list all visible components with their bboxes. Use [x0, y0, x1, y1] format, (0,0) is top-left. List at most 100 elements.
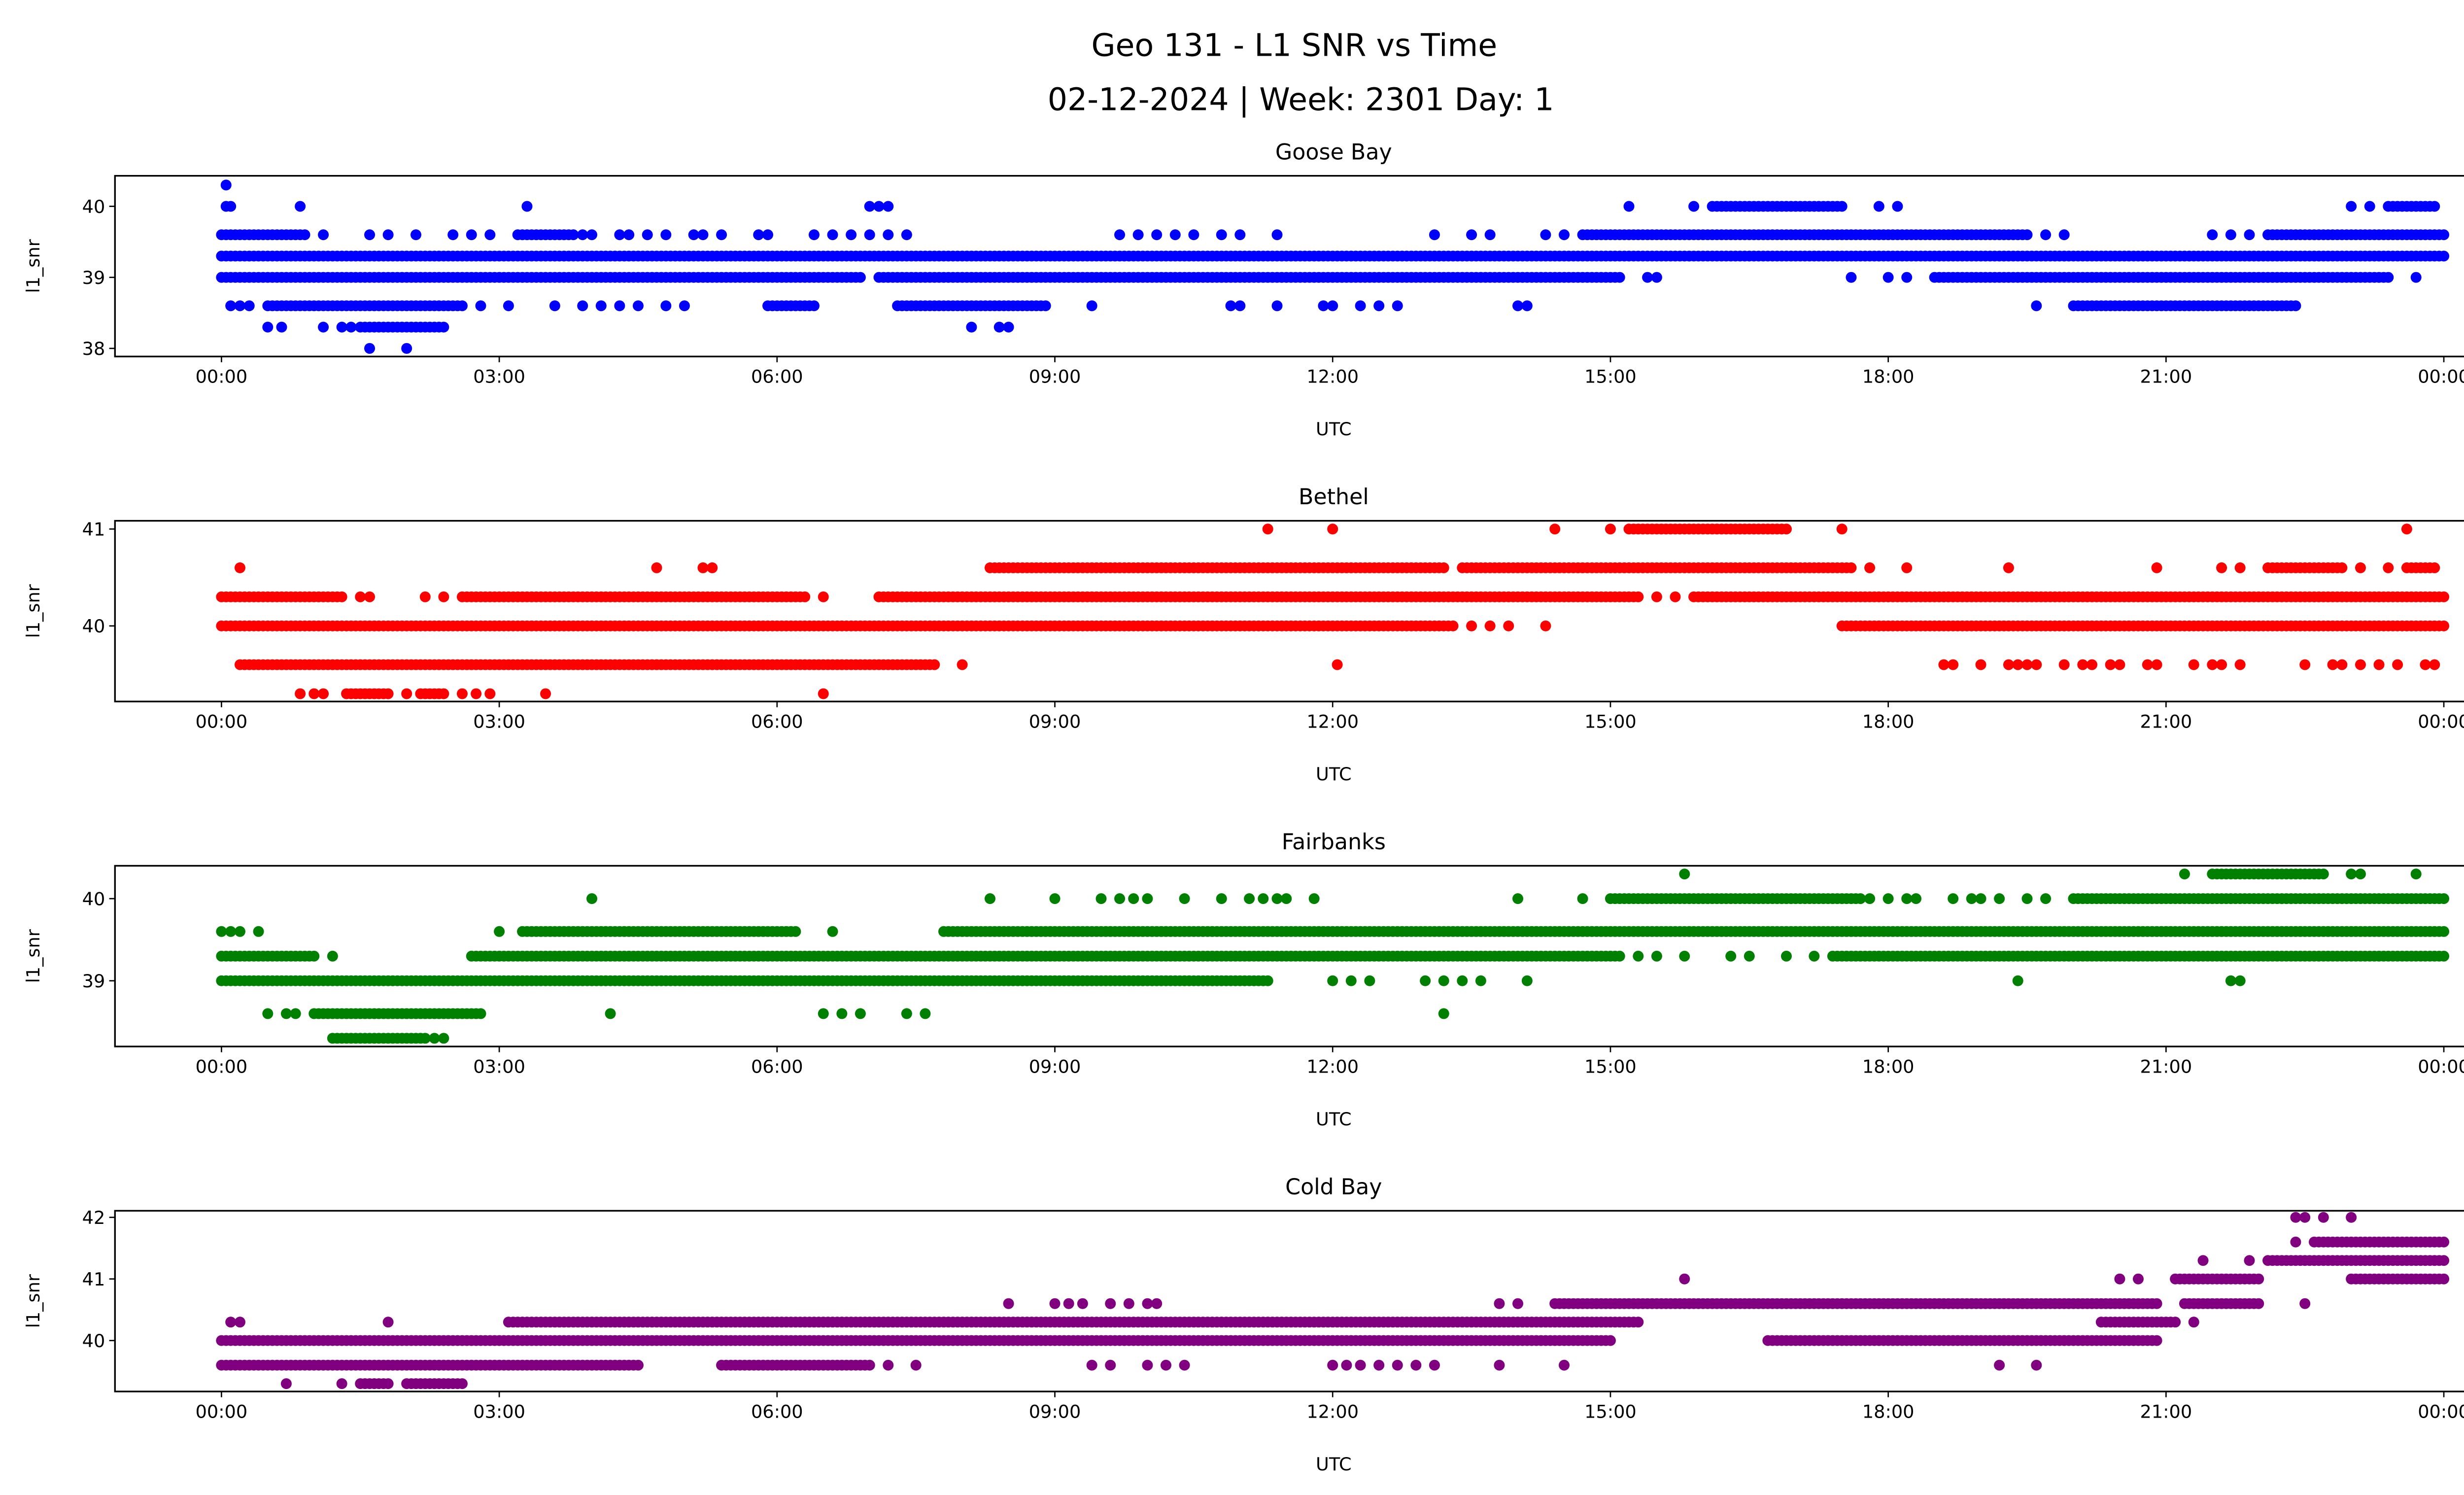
x-tick-label: 03:00 — [473, 366, 525, 387]
data-point — [901, 1008, 912, 1019]
data-point — [697, 229, 709, 241]
data-point — [308, 688, 320, 699]
data-point — [1679, 1273, 1690, 1285]
data-point — [1614, 950, 1625, 962]
x-tick-label: 15:00 — [1584, 366, 1637, 387]
data-point — [605, 1008, 616, 1019]
x-tick-label: 00:00 — [2418, 1056, 2464, 1077]
data-point — [1438, 562, 1449, 573]
data-point — [295, 688, 306, 699]
data-point — [2438, 950, 2450, 962]
data-point — [521, 201, 533, 212]
data-point — [688, 229, 699, 241]
data-point — [1670, 591, 1681, 602]
data-point — [2225, 975, 2236, 986]
data-point — [471, 688, 482, 699]
data-point — [883, 201, 894, 212]
data-point — [1744, 950, 1755, 962]
x-tick-label: 15:00 — [1584, 1056, 1637, 1077]
data-point — [1216, 893, 1227, 904]
data-point — [364, 591, 376, 602]
data-point — [299, 229, 310, 241]
x-tick-label: 06:00 — [751, 1056, 803, 1077]
data-point — [2438, 250, 2450, 262]
data-point — [2420, 659, 2431, 670]
data-point — [2142, 659, 2153, 670]
data-point — [2244, 1255, 2255, 1266]
data-point — [1142, 893, 1153, 904]
data-point — [494, 926, 505, 937]
data-point — [336, 321, 347, 333]
data-point — [568, 229, 579, 241]
data-point — [2318, 869, 2329, 880]
x-tick-label: 12:00 — [1306, 1056, 1359, 1077]
data-point — [993, 321, 1005, 333]
data-point — [2429, 659, 2440, 670]
data-point — [1642, 272, 1653, 283]
data-point — [1605, 523, 1616, 535]
data-point — [2021, 659, 2033, 670]
data-point — [2336, 562, 2348, 573]
data-point — [1128, 893, 1139, 904]
data-point — [1521, 975, 1533, 986]
y-tick-label: 40 — [82, 888, 105, 909]
data-point — [1540, 620, 1551, 631]
data-point — [1651, 591, 1662, 602]
data-point — [660, 300, 672, 312]
data-point — [540, 688, 551, 699]
data-point — [2012, 659, 2023, 670]
x-tick-label: 06:00 — [751, 366, 803, 387]
data-point — [1780, 523, 1792, 535]
y-axis-label: l1_snr — [23, 584, 44, 638]
data-point — [364, 229, 376, 241]
data-point — [225, 300, 237, 312]
data-point — [1780, 950, 1792, 962]
x-tick-label: 06:00 — [751, 711, 803, 732]
data-point — [2355, 659, 2366, 670]
subplot-fairbanks: Fairbanks UTC l1_snr 00:00 03:00 06:00 09:0… — [23, 830, 2464, 1130]
data-point — [818, 1008, 829, 1019]
data-point — [827, 926, 838, 937]
data-point — [966, 321, 977, 333]
data-point — [2077, 659, 2088, 670]
data-point — [345, 321, 357, 333]
data-point — [327, 950, 338, 962]
data-point — [295, 201, 306, 212]
subplot-title: Fairbanks — [1282, 830, 1386, 855]
data-point — [308, 950, 320, 962]
data-point — [614, 229, 625, 241]
data-point — [549, 300, 560, 312]
data-point — [2021, 229, 2033, 241]
data-point — [753, 229, 764, 241]
subplot-title: Cold Bay — [1285, 1175, 1382, 1200]
data-point — [253, 926, 264, 937]
data-point — [1077, 1298, 1088, 1309]
data-point — [799, 591, 811, 602]
data-point — [419, 591, 431, 602]
y-tick-label: 39 — [82, 971, 105, 992]
data-point — [2207, 229, 2218, 241]
data-point — [2216, 659, 2227, 670]
data-point — [1447, 620, 1459, 631]
data-point — [2299, 1298, 2311, 1309]
data-point — [660, 229, 672, 241]
data-point — [577, 300, 588, 312]
x-tick-label: 00:00 — [196, 1056, 248, 1077]
data-point — [447, 229, 459, 241]
data-point — [2401, 523, 2412, 535]
data-point — [438, 591, 449, 602]
y-tick-label: 41 — [82, 519, 105, 540]
data-point — [419, 1033, 431, 1044]
data-point — [456, 688, 468, 699]
data-point — [864, 201, 875, 212]
data-point — [475, 300, 486, 312]
data-point — [2151, 1335, 2162, 1346]
data-point — [1003, 1298, 1014, 1309]
x-axis-label: UTC — [1316, 1454, 1352, 1475]
x-tick-label: 09:00 — [1029, 1056, 1081, 1077]
data-point — [456, 300, 468, 312]
data-point — [1308, 893, 1320, 904]
data-point — [1725, 950, 1737, 962]
data-point — [1438, 975, 1449, 986]
